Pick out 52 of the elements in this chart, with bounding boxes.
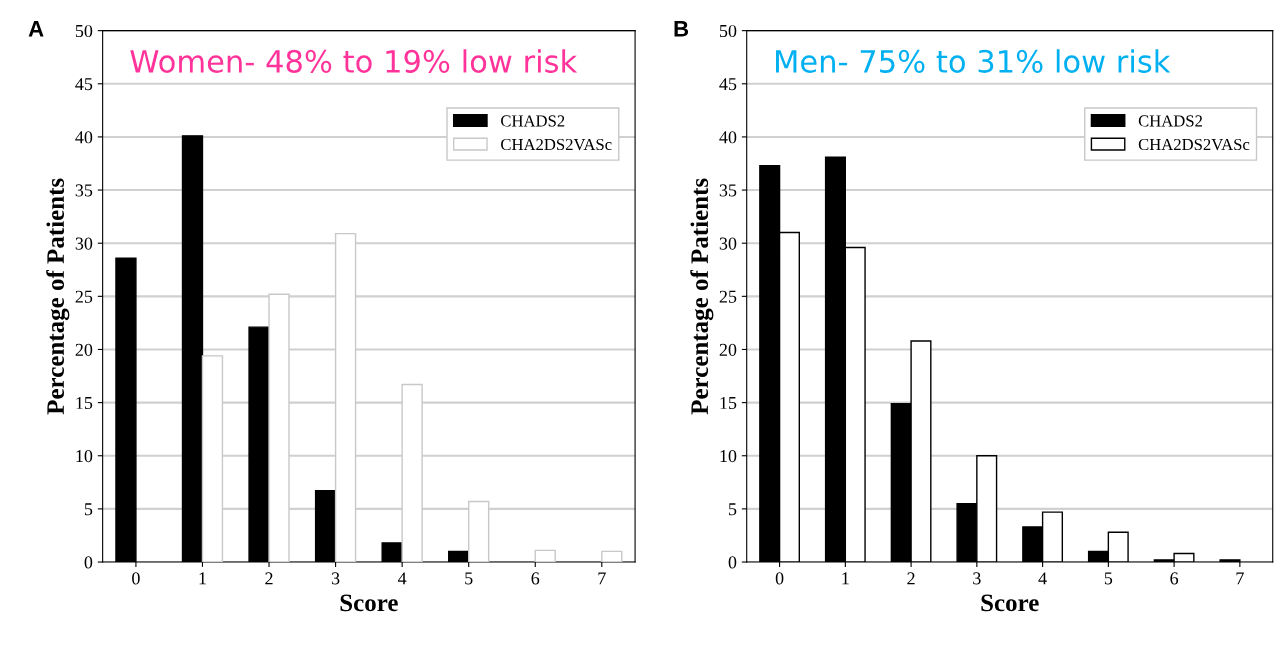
x-axis-title: Score bbox=[981, 594, 1039, 612]
x-tick-label: 6 bbox=[1170, 572, 1179, 585]
y-tick-label: 35 bbox=[719, 184, 737, 197]
y-tick-label: 40 bbox=[75, 131, 93, 144]
y-tick-label: 0 bbox=[728, 556, 737, 569]
y-tick-label: 15 bbox=[720, 396, 737, 410]
x-tick-label: 1 bbox=[199, 572, 206, 585]
y-tick-label: 10 bbox=[720, 450, 737, 463]
y-tick-label: 20 bbox=[719, 343, 737, 356]
y-tick-label: 30 bbox=[75, 237, 93, 250]
x-tick-label: 3 bbox=[973, 572, 981, 585]
x-tick-label: 0 bbox=[132, 572, 140, 585]
y-tick-label: 30 bbox=[719, 237, 737, 250]
x-tick-label: 6 bbox=[531, 572, 540, 585]
y-tick-label: 45 bbox=[719, 78, 737, 91]
chart-title: Women- 48% to 19% low risk bbox=[130, 49, 578, 73]
y-tick-label: 50 bbox=[75, 24, 93, 38]
y-tick-label: 10 bbox=[76, 450, 93, 463]
y-tick-label: 5 bbox=[84, 503, 93, 516]
bar bbox=[534, 549, 556, 563]
y-tick-label: 5 bbox=[729, 503, 737, 516]
x-tick-label: 5 bbox=[465, 572, 473, 585]
legend-label: CHA2DS2VASc bbox=[1138, 138, 1250, 151]
y-tick-label: 25 bbox=[75, 290, 93, 303]
y-tick-label: 0 bbox=[84, 556, 93, 569]
x-tick-label: 7 bbox=[598, 572, 606, 585]
x-tick-label: 5 bbox=[1104, 572, 1113, 585]
y-tick-label: 25 bbox=[719, 290, 737, 303]
y-tick-label: 45 bbox=[75, 78, 93, 91]
x-tick-label: 7 bbox=[1236, 572, 1244, 585]
y-tick-label: 35 bbox=[75, 184, 93, 197]
text: A bbox=[28, 21, 44, 37]
x-axis-title: Score bbox=[340, 594, 398, 612]
y-axis-title: Percentage of Patients bbox=[690, 178, 714, 415]
y-tick-label: 20 bbox=[75, 343, 93, 356]
y-tick-label: 40 bbox=[719, 131, 737, 144]
y-axis-title: Percentage of Patients bbox=[46, 178, 70, 415]
legend-label: CHADS2 bbox=[1138, 115, 1202, 127]
text: B bbox=[674, 21, 689, 37]
legend-label: CHA2DS2VASc bbox=[501, 138, 612, 151]
y-tick-label: 50 bbox=[719, 24, 737, 38]
bar bbox=[601, 550, 623, 563]
x-tick-label: 4 bbox=[1038, 572, 1047, 585]
x-tick-label: 2 bbox=[265, 572, 273, 585]
x-tick-label: 3 bbox=[331, 572, 340, 585]
y-tick-label: 15 bbox=[76, 396, 93, 410]
x-tick-label: 0 bbox=[775, 572, 784, 585]
legend-label: CHADS2 bbox=[501, 115, 565, 127]
chart-title: Men- 75% to 31% low risk bbox=[776, 49, 1171, 73]
x-tick-label: 1 bbox=[842, 572, 849, 585]
x-tick-label: 4 bbox=[397, 572, 407, 585]
x-tick-label: 2 bbox=[907, 572, 915, 585]
